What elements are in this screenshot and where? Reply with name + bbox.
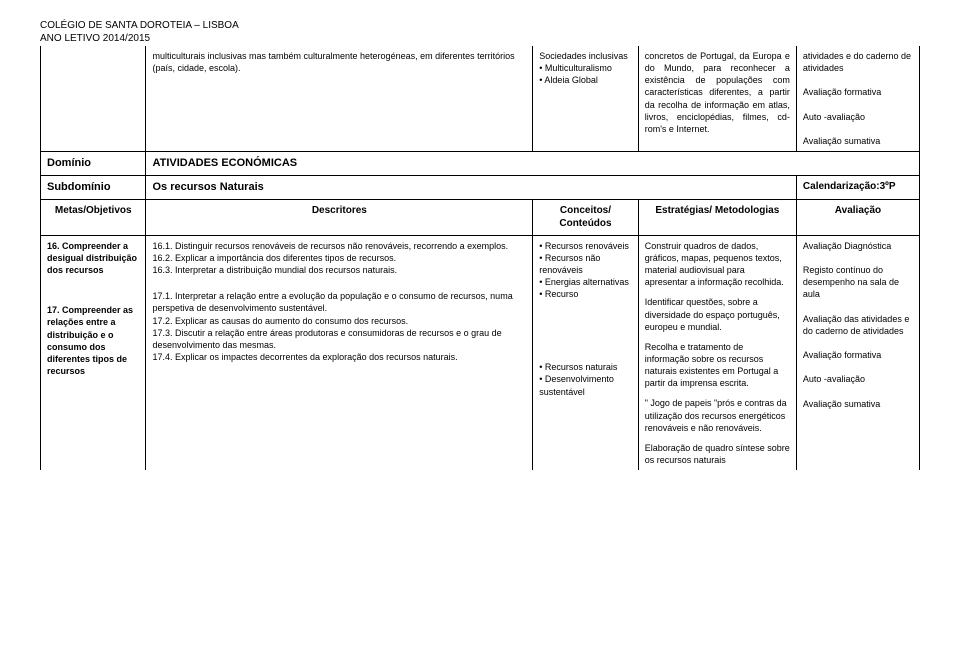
cell-avaliacao: Avaliação Diagnóstica Registo contínuo d… <box>796 235 919 470</box>
meta-17: 17. Compreender as relações entre a dist… <box>47 304 139 377</box>
table-row: multiculturais inclusivas mas também cul… <box>41 46 920 152</box>
cell-descritores: 16.1. Distinguir recursos renováveis de … <box>146 235 533 470</box>
table-row: Domínio ATIVIDADES ECONÓMICAS <box>41 152 920 176</box>
table-row: Subdomínio Os recursos Naturais Calendar… <box>41 175 920 199</box>
descritor-16: 16.1. Distinguir recursos renováveis de … <box>152 240 526 276</box>
table-row: 16. Compreender a desigual distribuição … <box>41 235 920 470</box>
descritor-17: 17.1. Interpretar a relação entre a evol… <box>152 290 526 363</box>
cell-descritores-frag: multiculturais inclusivas mas também cul… <box>146 46 533 152</box>
cell-conceitos-frag: Sociedades inclusivas • Multiculturalism… <box>533 46 638 152</box>
estrategia-e: Elaboração de quadro síntese sobre os re… <box>645 442 790 466</box>
cell-estrategias-frag: concretos de Portugal, da Europa e do Mu… <box>638 46 796 152</box>
table-row: Metas/Objetivos Descritores Conceitos/ C… <box>41 199 920 235</box>
dominio-value: ATIVIDADES ECONÓMICAS <box>146 152 920 176</box>
cell-metas: 16. Compreender a desigual distribuição … <box>41 235 146 470</box>
hdr-avaliacao: Avaliação <box>796 199 919 235</box>
cell-empty <box>41 46 146 152</box>
subdominio-value: Os recursos Naturais <box>146 175 796 199</box>
estrategia-d: " Jogo de papeis "prós e contras da util… <box>645 397 790 433</box>
cell-conceitos: • Recursos renováveis • Recursos não ren… <box>533 235 638 470</box>
estrategia-a: Construir quadros de dados, gráficos, ma… <box>645 240 790 289</box>
school-name: COLÉGIO DE SANTA DOROTEIA – LISBOA <box>40 20 920 31</box>
meta-16: 16. Compreender a desigual distribuição … <box>47 240 139 276</box>
estrategia-c: Recolha e tratamento de informação sobre… <box>645 341 790 390</box>
curriculum-table: multiculturais inclusivas mas também cul… <box>40 46 920 470</box>
calendarizacao: Calendarização:3ºP <box>796 175 919 199</box>
hdr-conceitos: Conceitos/ Conteúdos <box>533 199 638 235</box>
dominio-label: Domínio <box>41 152 146 176</box>
subdominio-label: Subdomínio <box>41 175 146 199</box>
hdr-descritores: Descritores <box>146 199 533 235</box>
estrategia-b: Identificar questões, sobre a diversidad… <box>645 296 790 332</box>
school-year: ANO LETIVO 2014/2015 <box>40 33 920 44</box>
cell-avaliacao-frag: atividades e do caderno de atividades Av… <box>796 46 919 152</box>
cell-estrategias: Construir quadros de dados, gráficos, ma… <box>638 235 796 470</box>
hdr-estrategias: Estratégias/ Metodologias <box>638 199 796 235</box>
hdr-metas: Metas/Objetivos <box>41 199 146 235</box>
